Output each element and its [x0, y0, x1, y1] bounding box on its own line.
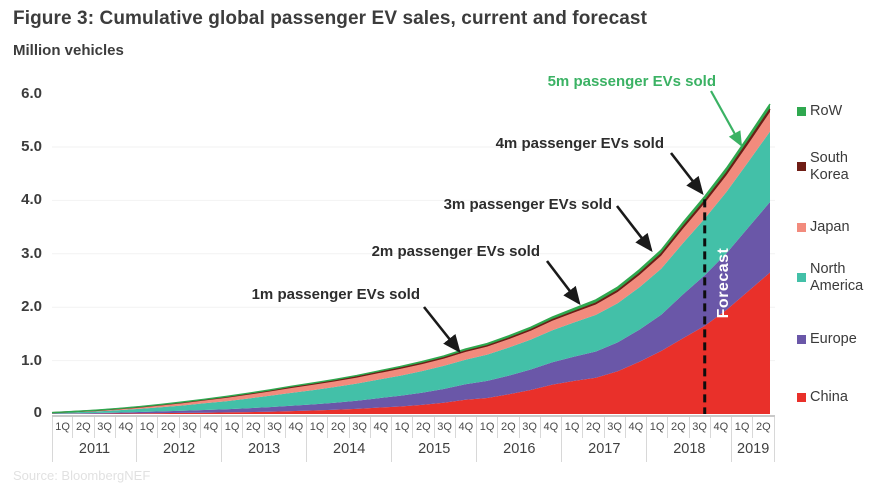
x-axis-year-label: 2013 [222, 438, 308, 462]
x-axis-quarter-tick: 3Q [605, 417, 626, 438]
annotation-1m-sold: 1m passenger EVs sold [251, 286, 420, 303]
x-axis-quarter-tick: 2Q [328, 417, 350, 438]
x-axis-year-label: 2017 [562, 438, 648, 462]
x-axis-year-label: 2015 [392, 438, 478, 462]
legend-item-row: RoW [797, 103, 877, 120]
x-axis-year-label: 2018 [647, 438, 733, 462]
legend-label: Europe [810, 331, 857, 347]
x-axis-quarter-tick: 1Q [562, 417, 584, 438]
x-axis-quarter-tick: 2Q [498, 417, 520, 438]
legend-swatch-south-korea [797, 162, 806, 172]
legend-item-south-korea: South Korea [797, 150, 877, 183]
annotation-5m-sold: 5m passenger EVs sold [547, 73, 716, 90]
x-axis-year-label: 2019 [732, 438, 775, 462]
legend-item-europe: Europe [797, 331, 877, 348]
y-axis-tick: 0 [33, 404, 42, 421]
y-axis-unit-label: Million vehicles [13, 42, 124, 59]
x-axis-quarter-tick: 1Q [392, 417, 414, 438]
annotation-4m-sold: 4m passenger EVs sold [495, 135, 664, 152]
y-axis-tick: 6.0 [21, 85, 42, 102]
legend-label: Japan [810, 219, 850, 235]
x-axis-quarter-tick: 1Q [307, 417, 329, 438]
x-axis-quarter-tick: 4Q [626, 417, 647, 438]
x-axis-quarter-tick: 3Q [265, 417, 286, 438]
legend-label: RoW [810, 103, 843, 119]
x-axis-quarter-tick: 4Q [201, 417, 222, 438]
x-axis: 1Q 2Q 3Q 4Q 1Q 2Q 3Q 4Q 1Q 2Q 3Q 4Q 1Q 2Q 3Q 4Q 1Q 2Q 3Q 4Q… [52, 415, 775, 465]
x-axis-quarter-tick: 3Q [520, 417, 541, 438]
x-axis-quarter-tick: 1Q [647, 417, 669, 438]
legend-item-japan: Japan [797, 219, 877, 236]
x-axis-quarter-tick: 3Q [350, 417, 371, 438]
y-axis-tick: 4.0 [21, 191, 42, 208]
x-axis-quarter-tick: 4Q [116, 417, 137, 438]
x-axis-quarter-tick: 4Q [711, 417, 732, 438]
x-axis-quarter-tick: 2Q [73, 417, 95, 438]
forecast-label: Forecast [715, 247, 732, 319]
x-axis-quarter-tick: 2Q [753, 417, 775, 438]
x-axis-quarter-tick: 2Q [158, 417, 180, 438]
source-note: Source: BloombergNEF [13, 468, 151, 483]
legend-swatch-north-america [797, 273, 806, 283]
annotation-2m-sold: 2m passenger EVs sold [371, 243, 540, 260]
x-axis-quarter-tick: 4Q [286, 417, 307, 438]
legend-swatch-china [797, 392, 806, 402]
x-axis-year-row: 2011 2012 2013 2014 2015 2016 2017 2018 2019 [52, 438, 775, 462]
legend-item-china: China [797, 389, 877, 406]
x-axis-quarter-tick: 2Q [243, 417, 265, 438]
x-axis-quarter-tick: 1Q [222, 417, 244, 438]
x-axis-quarter-tick: 3Q [95, 417, 116, 438]
legend-label: South Korea [810, 150, 849, 183]
x-axis-quarter-row: 1Q 2Q 3Q 4Q 1Q 2Q 3Q 4Q 1Q 2Q 3Q 4Q 1Q 2Q 3Q 4Q 1Q 2Q 3Q 4Q… [52, 417, 775, 438]
y-axis-tick: 5.0 [21, 138, 42, 155]
x-axis-quarter-tick: 4Q [371, 417, 392, 438]
x-axis-quarter-tick: 2Q [413, 417, 435, 438]
x-axis-quarter-tick: 3Q [180, 417, 201, 438]
x-axis-year-label: 2012 [137, 438, 223, 462]
legend-label: China [810, 389, 848, 405]
y-axis-tick: 2.0 [21, 298, 42, 315]
x-axis-quarter-tick: 4Q [541, 417, 562, 438]
x-axis-quarter-tick: 1Q [477, 417, 499, 438]
y-axis-tick: 3.0 [21, 245, 42, 262]
legend-swatch-europe [797, 334, 806, 344]
x-axis-quarter-tick: 4Q [456, 417, 477, 438]
x-axis-quarter-tick: 1Q [52, 417, 74, 438]
x-axis-year-label: 2016 [477, 438, 563, 462]
x-axis-quarter-tick: 2Q [668, 417, 690, 438]
y-axis-tick: 1.0 [21, 352, 42, 369]
x-axis-quarter-tick: 3Q [690, 417, 711, 438]
legend-item-north-america: North America [797, 261, 877, 294]
legend-swatch-japan [797, 222, 806, 232]
x-axis-quarter-tick: 1Q [137, 417, 159, 438]
figure-title: Figure 3: Cumulative global passenger EV… [13, 8, 647, 29]
x-axis-quarter-tick: 3Q [435, 417, 456, 438]
x-axis-quarter-tick: 1Q [732, 417, 754, 438]
legend-label: North America [810, 261, 864, 294]
x-axis-year-label: 2014 [307, 438, 393, 462]
x-axis-year-label: 2011 [52, 438, 138, 462]
annotation-3m-sold: 3m passenger EVs sold [443, 196, 612, 213]
x-axis-quarter-tick: 2Q [583, 417, 605, 438]
legend-swatch-row [797, 106, 806, 116]
